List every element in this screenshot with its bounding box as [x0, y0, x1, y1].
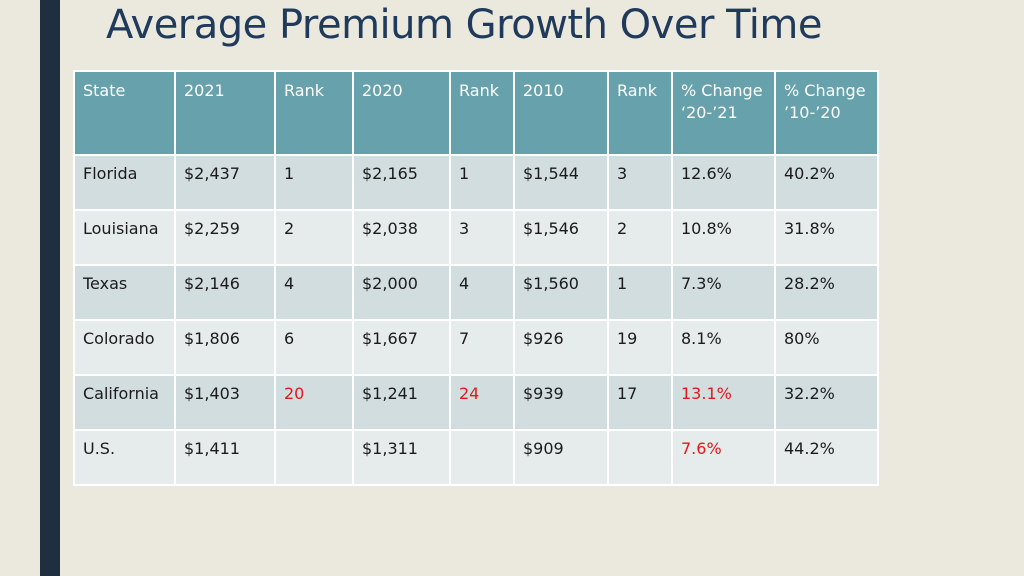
header-change-20-21: % Change ‘20-’21 — [671, 70, 776, 156]
cell-rank-2010: 17 — [607, 374, 673, 431]
header-2021: 2021 — [174, 70, 276, 156]
cell-rank-2010 — [607, 429, 673, 486]
table-row: U.S. $1,411 $1,311 $909 7.6% 44.2% — [73, 429, 879, 486]
cell-2010: $939 — [513, 374, 609, 431]
cell-2010: $1,544 — [513, 154, 609, 211]
cell-2020: $2,000 — [352, 264, 451, 321]
header-rank-2020: Rank — [449, 70, 515, 156]
cell-2010: $926 — [513, 319, 609, 376]
cell-rank-2021: 6 — [274, 319, 354, 376]
cell-2010: $1,546 — [513, 209, 609, 266]
cell-rank-2010: 3 — [607, 154, 673, 211]
cell-state: Florida — [73, 154, 176, 211]
cell-state: Colorado — [73, 319, 176, 376]
table-row: Louisiana $2,259 2 $2,038 3 $1,546 2 10.… — [73, 209, 879, 266]
header-rank-2010: Rank — [607, 70, 673, 156]
cell-change-10-20: 40.2% — [774, 154, 879, 211]
cell-2021: $1,411 — [174, 429, 276, 486]
cell-rank-2020: 24 — [449, 374, 515, 431]
cell-state: Louisiana — [73, 209, 176, 266]
cell-change-10-20: 44.2% — [774, 429, 879, 486]
header-state: State — [73, 70, 176, 156]
cell-2020: $2,038 — [352, 209, 451, 266]
cell-change-20-21: 13.1% — [671, 374, 776, 431]
cell-2020: $1,311 — [352, 429, 451, 486]
table-row: California $1,403 20 $1,241 24 $939 17 1… — [73, 374, 879, 431]
cell-change-20-21: 10.8% — [671, 209, 776, 266]
cell-change-10-20: 80% — [774, 319, 879, 376]
cell-2021: $2,259 — [174, 209, 276, 266]
cell-change-10-20: 31.8% — [774, 209, 879, 266]
cell-change-20-21: 8.1% — [671, 319, 776, 376]
header-change-10-20: % Change ’10-’20 — [774, 70, 879, 156]
cell-change-10-20: 28.2% — [774, 264, 879, 321]
table-row: Texas $2,146 4 $2,000 4 $1,560 1 7.3% 28… — [73, 264, 879, 321]
cell-state: Texas — [73, 264, 176, 321]
left-accent-bar — [40, 0, 60, 576]
cell-rank-2021: 4 — [274, 264, 354, 321]
cell-2020: $1,241 — [352, 374, 451, 431]
cell-rank-2020: 7 — [449, 319, 515, 376]
cell-2021: $1,806 — [174, 319, 276, 376]
cell-rank-2020: 1 — [449, 154, 515, 211]
cell-rank-2010: 1 — [607, 264, 673, 321]
cell-rank-2020: 3 — [449, 209, 515, 266]
cell-change-20-21: 7.6% — [671, 429, 776, 486]
header-2020: 2020 — [352, 70, 451, 156]
cell-change-10-20: 32.2% — [774, 374, 879, 431]
cell-rank-2021: 20 — [274, 374, 354, 431]
cell-2010: $909 — [513, 429, 609, 486]
header-2010: 2010 — [513, 70, 609, 156]
premium-table: State 2021 Rank 2020 Rank 2010 Rank % Ch… — [73, 70, 879, 486]
cell-rank-2021: 2 — [274, 209, 354, 266]
cell-rank-2021: 1 — [274, 154, 354, 211]
cell-rank-2020 — [449, 429, 515, 486]
cell-2020: $2,165 — [352, 154, 451, 211]
cell-2021: $1,403 — [174, 374, 276, 431]
cell-state: California — [73, 374, 176, 431]
cell-2010: $1,560 — [513, 264, 609, 321]
table-row: Colorado $1,806 6 $1,667 7 $926 19 8.1% … — [73, 319, 879, 376]
cell-2020: $1,667 — [352, 319, 451, 376]
cell-change-20-21: 12.6% — [671, 154, 776, 211]
cell-2021: $2,146 — [174, 264, 276, 321]
cell-rank-2021 — [274, 429, 354, 486]
cell-2021: $2,437 — [174, 154, 276, 211]
slide-title: Average Premium Growth Over Time — [106, 2, 823, 48]
cell-rank-2010: 19 — [607, 319, 673, 376]
header-rank-2021: Rank — [274, 70, 354, 156]
cell-state: U.S. — [73, 429, 176, 486]
table-header-row: State 2021 Rank 2020 Rank 2010 Rank % Ch… — [73, 70, 879, 156]
table-row: Florida $2,437 1 $2,165 1 $1,544 3 12.6%… — [73, 154, 879, 211]
cell-rank-2010: 2 — [607, 209, 673, 266]
cell-rank-2020: 4 — [449, 264, 515, 321]
cell-change-20-21: 7.3% — [671, 264, 776, 321]
